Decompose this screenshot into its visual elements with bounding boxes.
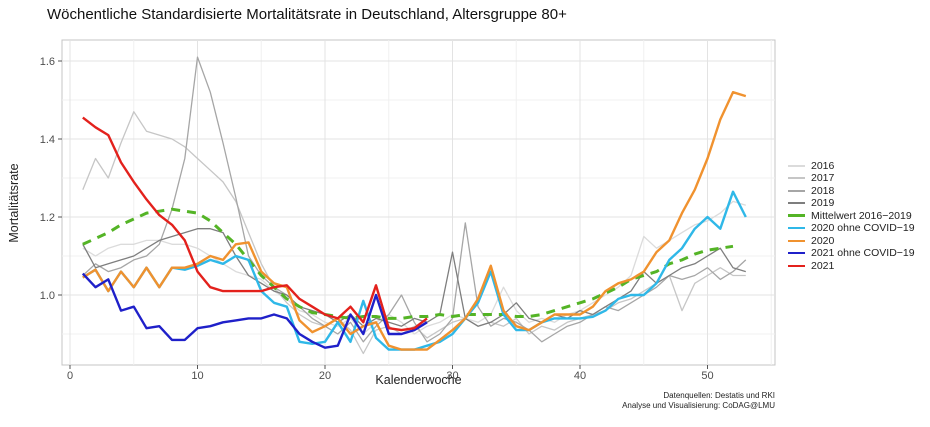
page-title: Wöchentliche Standardisierte Mortalitäts… [47,6,567,23]
x-tick-label: 40 [574,370,586,382]
legend-label: 2021 ohne COVID−19 [811,247,915,259]
y-tick-label: 1.2 [40,212,55,224]
series-line-2017 [82,111,746,355]
y-tick-label: 1.0 [40,290,55,302]
series-line-2016 [82,200,746,335]
legend-key-swatch [788,202,805,205]
legend-item-2020: 2020 [788,234,915,247]
plot-panel [61,39,776,366]
y-axis-title: Mortalitätsrate [7,163,21,243]
caption-datasources: Datenquellen: Destatis und RKI [663,391,775,400]
legend-item-mittelwert-2016-2019: Mittelwert 2016−2019 [788,209,915,222]
caption-analysis: Analyse und Visualisierung: CoDAG@LMU [622,401,775,410]
legend-item-2017: 2017 [788,172,915,184]
legend-key-swatch [788,239,805,242]
series-line-2019 [82,228,746,327]
legend-label: 2017 [811,172,835,184]
legend-label: 2018 [811,184,835,197]
legend-label: 2020 [811,234,835,247]
x-tick-label: 50 [701,370,713,382]
legend-key-swatch [788,189,805,192]
legend-item-2020-ohne-covid-19: 2020 ohne COVID−19 [788,222,915,234]
y-tick-label: 1.6 [40,56,55,68]
series-line-mittelwert-2016-2019 [82,207,734,320]
legend-item-2021-ohne-covid-19: 2021 ohne COVID−19 [788,247,915,259]
x-tick-label: 20 [319,370,331,382]
x-tick-label: 30 [446,370,458,382]
legend-key-swatch [788,252,805,255]
x-tick-label: 0 [67,370,73,382]
legend-key-swatch [788,164,805,167]
series-line-2021-ohne-covid-19 [81,272,428,349]
legend-label: 2019 [811,197,835,209]
legend-label: 2020 ohne COVID−19 [811,222,915,234]
legend-key-swatch [788,214,805,218]
x-tick-label: 10 [191,370,203,382]
legend-item-2021: 2021 [788,259,915,272]
series-line-2018 [82,56,747,343]
legend-label: 2016 [811,159,835,172]
legend-key-swatch [788,264,805,267]
legend: 2016 2017 2018 2019 Mittelwert 2016−2019 2020… [788,159,915,272]
series-line-2020 [82,90,747,351]
x-axis-title: Kalenderwoche [375,373,462,387]
legend-item-2016: 2016 [788,159,915,172]
y-tick-label: 1.4 [40,134,55,146]
legend-key-swatch [788,227,805,230]
legend-key-swatch [788,177,805,180]
legend-item-2018: 2018 [788,184,915,197]
legend-label: 2021 [811,259,835,272]
series-line-2021 [82,116,428,332]
legend-item-2019: 2019 [788,197,915,209]
legend-label: Mittelwert 2016−2019 [811,209,912,222]
